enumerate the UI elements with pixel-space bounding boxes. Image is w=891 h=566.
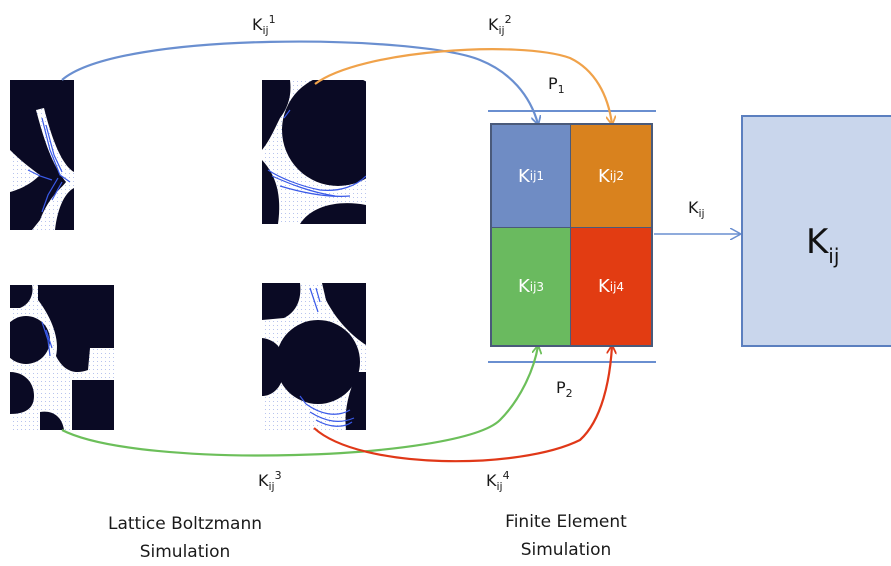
lbm-panel-2 <box>262 80 366 224</box>
lbm-panel-3 <box>10 285 114 430</box>
label-k2: Kij2 <box>488 13 512 37</box>
lbm-panel-1 <box>10 80 74 230</box>
arrow-k1 <box>61 40 538 124</box>
caption-fem: Finite Element Simulation <box>466 508 666 564</box>
caption-lbm-line2: Simulation <box>139 542 231 562</box>
fem-grid-border <box>490 123 653 347</box>
arrow-k3 <box>61 346 538 457</box>
label-k4: Kij4 <box>486 469 510 493</box>
label-p2: P2 <box>556 378 573 400</box>
caption-lbm: Lattice Boltzmann Simulation <box>70 510 300 566</box>
caption-fem-line2: Simulation <box>520 540 612 560</box>
label-k-output: Kij <box>688 198 705 220</box>
label-k3: Kij3 <box>258 469 282 493</box>
lbm-panel-4 <box>262 283 366 430</box>
label-p1: P1 <box>548 74 565 96</box>
result-box <box>741 115 891 347</box>
arrow-k2 <box>314 48 612 124</box>
caption-fem-line1: Finite Element <box>505 512 627 532</box>
caption-lbm-line1: Lattice Boltzmann <box>107 514 263 534</box>
arrow-k4 <box>313 346 612 463</box>
result-label: Kij <box>806 222 840 268</box>
label-k1: Kij1 <box>252 13 276 37</box>
